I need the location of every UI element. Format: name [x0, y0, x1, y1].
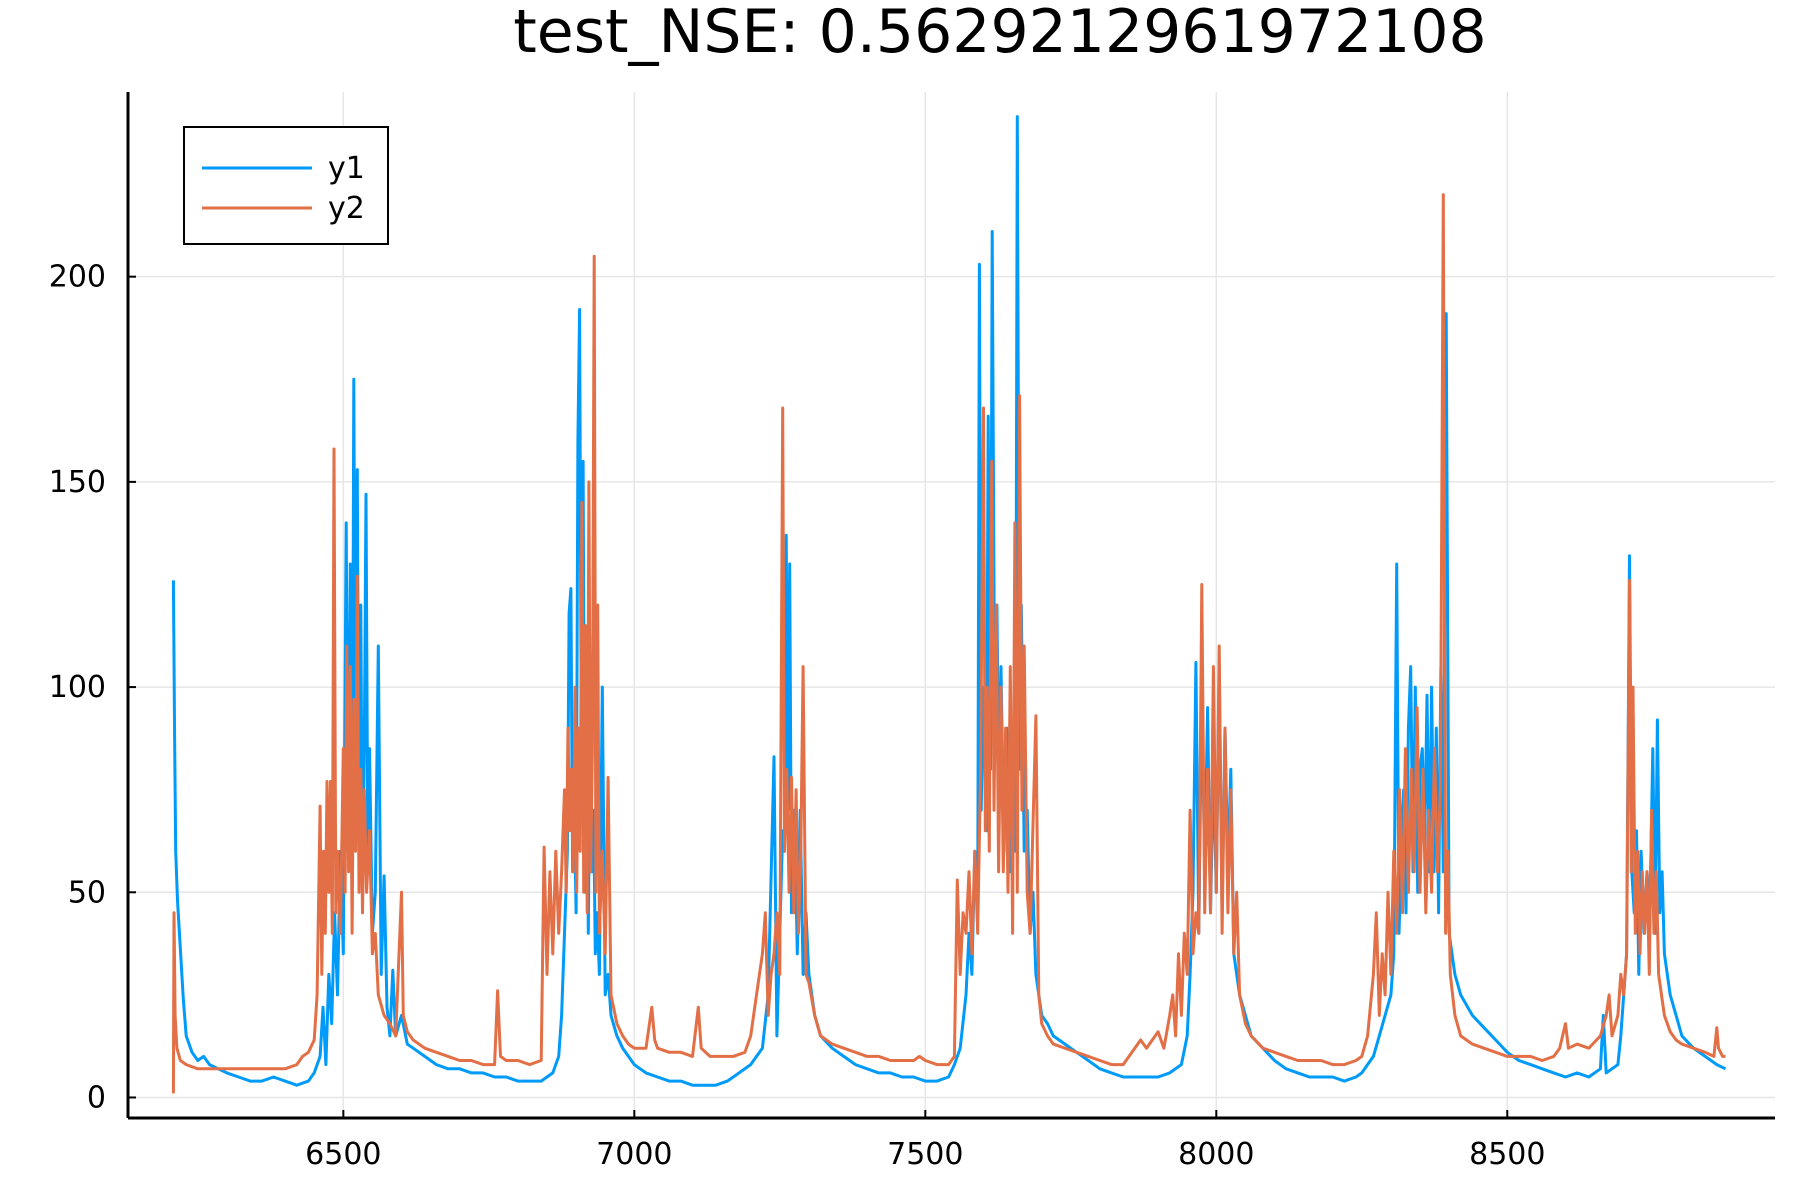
y-tick-label: 0 [87, 1080, 106, 1115]
y-tick-label: 100 [49, 670, 106, 705]
x-tick-label: 8500 [1469, 1137, 1545, 1172]
legend-box [183, 126, 389, 245]
series-line-y1 [171, 115, 1727, 1087]
chart-title: test_NSE: 0.5629212961972108 [513, 0, 1486, 67]
legend-label-y1: y1 [328, 151, 365, 186]
tick-labels: 6500 7000 7500 8000 8500 0 50 100 150 200 [49, 260, 1546, 1172]
axes [126, 92, 1775, 1120]
y-tick-label: 50 [68, 875, 106, 910]
y-tick-label: 200 [49, 260, 106, 295]
series-layer [171, 115, 1727, 1094]
grid [128, 92, 1775, 1118]
x-tick-label: 7500 [887, 1137, 963, 1172]
x-tick-label: 7000 [596, 1137, 672, 1172]
x-tick-label: 6500 [305, 1137, 381, 1172]
x-tick-label: 8000 [1178, 1137, 1254, 1172]
legend-label-y2: y2 [328, 191, 365, 226]
series-line-y2 [171, 193, 1726, 1094]
y-tick-label: 150 [49, 465, 106, 500]
